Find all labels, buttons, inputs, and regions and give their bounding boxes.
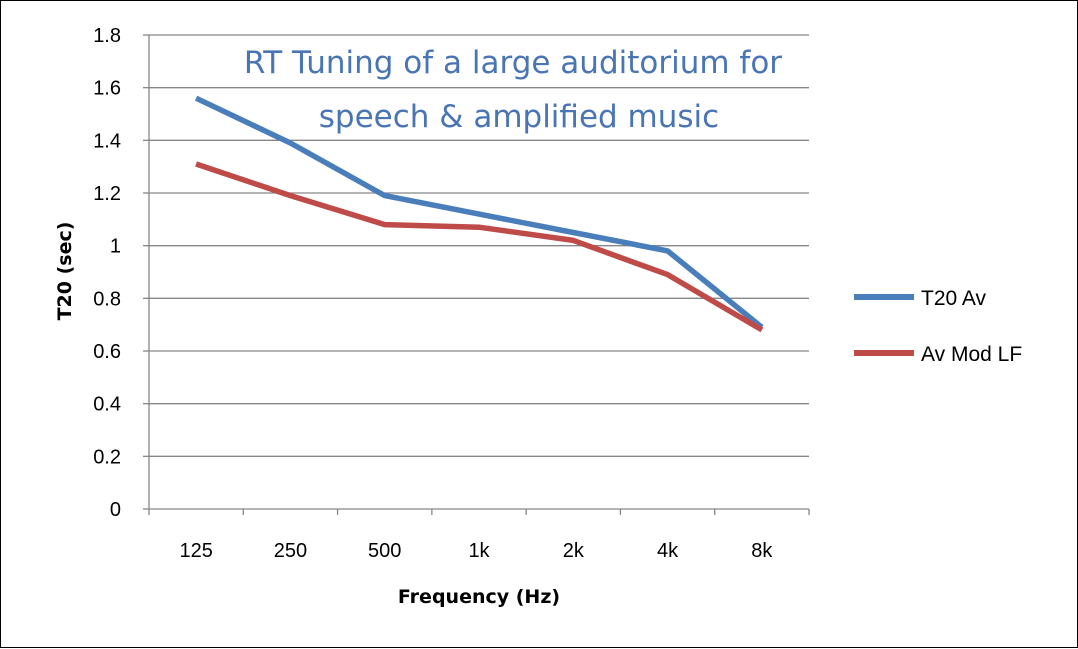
series-line-t20-av	[194, 95, 764, 330]
x-tick-label: 8k	[751, 540, 773, 562]
y-tick-label: 1.6	[93, 78, 121, 100]
y-tick-label: 1.2	[93, 183, 121, 205]
y-tick-labels: 0 0.2 0.4 0.6 0.8 1 1.2 1.4 1.6 1.8	[93, 25, 121, 521]
x-tick-labels: 125 250 500 1k 2k 4k 8k	[179, 540, 773, 562]
y-tick-label: 1.8	[93, 25, 121, 47]
chart-title: RT Tuning of a large auditorium for	[244, 45, 782, 81]
chart-subtitle: speech & amplified music	[319, 99, 719, 135]
y-tick-label: 0.4	[93, 394, 121, 416]
x-tick-label: 2k	[563, 540, 585, 562]
x-tick-label: 1k	[468, 540, 490, 562]
series-lines	[194, 95, 764, 333]
y-tick-label: 1.4	[93, 130, 121, 152]
x-tick-label: 125	[179, 540, 212, 562]
y-tick-label: 0.2	[93, 446, 121, 468]
y-axis-title: T20 (sec)	[54, 222, 76, 321]
series-line-av-mod-lf	[195, 161, 764, 333]
y-tick-label: 1	[110, 236, 121, 258]
y-tick-label: 0.8	[93, 288, 121, 310]
legend-label-t20-av: T20 Av	[921, 287, 986, 310]
y-tick-label: 0	[110, 499, 121, 521]
x-axis-title: Frequency (Hz)	[398, 586, 560, 608]
legend: T20 Av Av Mod LF	[854, 287, 1022, 366]
grid-lines	[149, 34, 809, 457]
x-tick-label: 250	[274, 540, 307, 562]
x-tick-label: 4k	[657, 540, 679, 562]
x-tick-label: 500	[368, 540, 401, 562]
y-tick-label: 0.6	[93, 341, 121, 363]
legend-label-av-mod-lf: Av Mod LF	[921, 343, 1022, 366]
axes	[143, 34, 810, 515]
